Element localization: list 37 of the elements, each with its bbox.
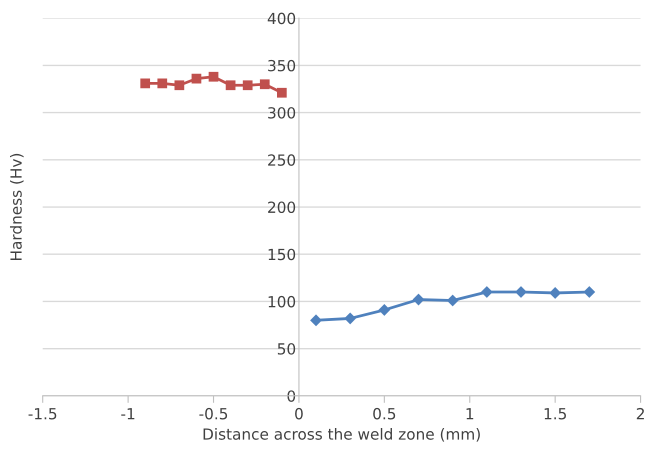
point <box>157 78 168 88</box>
x-tick-label: 1.5 <box>544 408 566 420</box>
point <box>260 79 270 90</box>
point <box>174 80 184 90</box>
point <box>344 312 356 324</box>
point <box>242 80 253 90</box>
y-tick-label: 0 <box>287 390 296 402</box>
x-tick-label: 0 <box>295 408 303 420</box>
x-tick-label: -0.5 <box>199 408 228 420</box>
point <box>515 286 527 298</box>
point <box>481 286 492 298</box>
point <box>550 287 561 299</box>
x-axis-title: Distance across the weld zone (mm) <box>204 428 480 442</box>
point <box>226 80 236 90</box>
x-tick-label: 0.5 <box>373 408 396 420</box>
point <box>378 304 390 316</box>
y-tick-label: 300 <box>268 107 296 119</box>
point <box>412 294 424 306</box>
y-tick-label: 250 <box>268 154 296 166</box>
x-tick-label: 1 <box>466 408 474 420</box>
point <box>140 78 150 88</box>
y-tick-label: 150 <box>268 248 296 260</box>
y-tick-label: 100 <box>268 296 296 308</box>
y-tick-label: 50 <box>278 343 296 355</box>
point <box>276 88 287 98</box>
y-tick-label: 400 <box>268 12 296 24</box>
x-tick-label: 2 <box>636 408 644 420</box>
point <box>447 294 458 306</box>
x-tick-label: -1 <box>121 408 134 420</box>
point <box>192 74 202 84</box>
y-tick-label: 200 <box>268 201 296 214</box>
y-axis-title: Hardness (Hv) <box>10 154 24 260</box>
point <box>208 72 218 82</box>
y-tick-label: 350 <box>268 60 296 72</box>
x-tick-label: -1.5 <box>28 408 56 420</box>
point <box>584 286 595 298</box>
point <box>310 314 322 326</box>
